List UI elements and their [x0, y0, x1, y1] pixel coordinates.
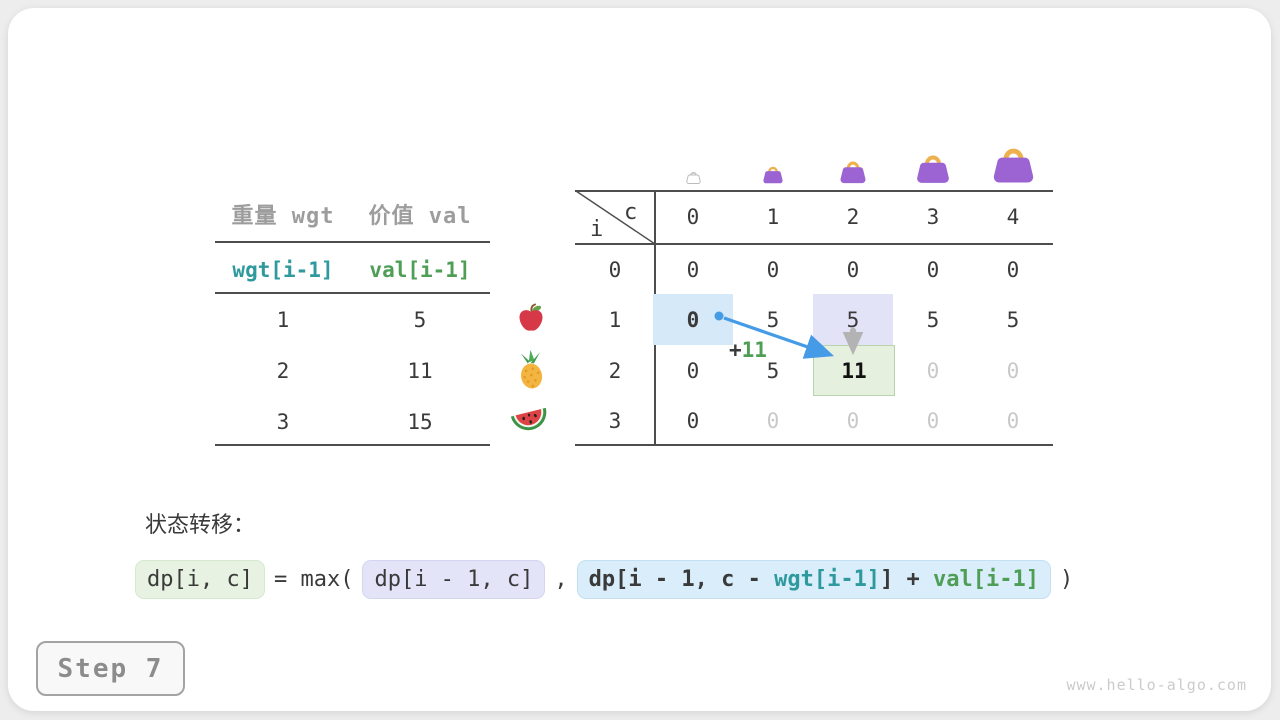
state-transition-label: 状态转移： — [145, 513, 256, 538]
dp-cell-r0-c2: 0 — [846, 257, 860, 282]
dp-cell-r2-c0: 0 — [686, 358, 700, 383]
bag-capacity-4-icon — [993, 148, 1034, 183]
formula-arg2: dp[i - 1, c - wgt[i-1]] + val[i-1] — [576, 560, 1052, 599]
bag-capacity-0-icon — [686, 171, 701, 184]
dp-cell-r1-c2-compare-highlight: 5 — [813, 294, 893, 345]
dp-row-header-0: 0 — [608, 257, 622, 282]
dp-col-header-1: 1 — [766, 204, 780, 229]
added-value: 11 — [741, 338, 767, 362]
dp-col-header-3: 3 — [926, 204, 940, 229]
left-table-rule-top — [215, 241, 490, 243]
item-2-weight: 2 — [276, 359, 290, 383]
dp-cell-r2-c3: 0 — [926, 358, 940, 383]
dp-corner-col-label: c — [624, 200, 638, 225]
dp-col-header-4: 4 — [1006, 204, 1020, 229]
left-table-rule-bottom — [215, 444, 490, 446]
formula-arg2-val: val[i-1] — [933, 567, 1040, 592]
apple-icon — [519, 303, 543, 331]
left-table-header-val: 价值 val — [368, 204, 472, 229]
dp-row-header-1: 1 — [608, 307, 622, 332]
item-2-value: 11 — [407, 359, 433, 383]
left-table-code-val: val[i-1] — [369, 258, 471, 282]
item-3-value: 15 — [407, 410, 433, 434]
dp-col-header-2: 2 — [846, 204, 860, 229]
dp-rule-header — [575, 243, 1053, 245]
dp-cell-r3-c2: 0 — [846, 408, 860, 433]
dp-cell-r2-c2-current-highlight: 11 — [813, 345, 895, 396]
plus-sign: + — [729, 338, 742, 362]
dp-col-header-0: 0 — [686, 204, 700, 229]
step-badge: Step 7 — [36, 641, 185, 696]
dp-cell-r3-c3: 0 — [926, 408, 940, 433]
dp-rule-bottom — [575, 444, 1053, 446]
dp-rule-top — [575, 190, 1053, 192]
left-table-rule-mid — [215, 292, 490, 294]
left-table-header-wgt: 重量 wgt — [231, 204, 335, 229]
formula-lhs: dp[i, c] — [135, 560, 265, 599]
item-1-weight: 1 — [276, 308, 290, 332]
bag-capacity-3-icon — [917, 155, 949, 183]
formula-arg2-head: dp[i - 1, c - — [588, 567, 775, 592]
formula-arg1: dp[i - 1, c] — [362, 560, 546, 599]
state-transition-formula: dp[i, c] = max( dp[i - 1, c] , dp[i - 1,… — [135, 560, 1073, 599]
dp-corner-row-label: i — [590, 217, 604, 242]
bag-capacity-2-icon — [840, 161, 866, 184]
dp-cell-r2-c1: 5 — [766, 358, 780, 383]
formula-close-paren: ) — [1060, 567, 1074, 592]
pineapple-icon — [520, 350, 543, 389]
dp-cell-r0-c0: 0 — [686, 257, 700, 282]
watermark: www.hello-algo.com — [1066, 676, 1247, 694]
dp-cell-r0-c4: 0 — [1006, 257, 1020, 282]
formula-arg2-mid: ] + — [880, 567, 934, 592]
bag-capacity-1-icon — [763, 166, 783, 184]
formula-equals-max: = max( — [273, 567, 354, 592]
dp-row-header-3: 3 — [608, 408, 622, 433]
add-value-annotation: +11 — [729, 338, 767, 362]
dp-row-header-2: 2 — [608, 358, 622, 383]
dp-cell-r1-c4: 5 — [1006, 307, 1020, 332]
left-table-code-wgt: wgt[i-1] — [232, 258, 334, 282]
formula-comma: , — [554, 567, 568, 592]
dp-cell-r3-c1: 0 — [766, 408, 780, 433]
dp-cell-r1-c0-source-highlight: 0 — [653, 294, 733, 345]
formula-arg2-wgt: wgt[i-1] — [774, 567, 881, 592]
item-1-value: 5 — [413, 308, 427, 332]
watermelon-icon — [510, 407, 547, 431]
dp-cell-r1-c3: 5 — [926, 307, 940, 332]
dp-cell-r0-c1: 0 — [766, 257, 780, 282]
dp-cell-r0-c3: 0 — [926, 257, 940, 282]
dp-cell-r3-c4: 0 — [1006, 408, 1020, 433]
item-3-weight: 3 — [276, 410, 290, 434]
dp-cell-r3-c0: 0 — [686, 408, 700, 433]
dp-cell-r2-c4: 0 — [1006, 358, 1020, 383]
